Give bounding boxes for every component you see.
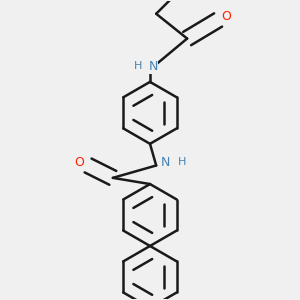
Text: N: N [148,60,158,73]
Text: O: O [221,11,231,23]
Text: H: H [178,158,187,167]
Text: H: H [134,61,142,71]
Text: N: N [161,156,170,169]
Text: O: O [74,156,84,169]
